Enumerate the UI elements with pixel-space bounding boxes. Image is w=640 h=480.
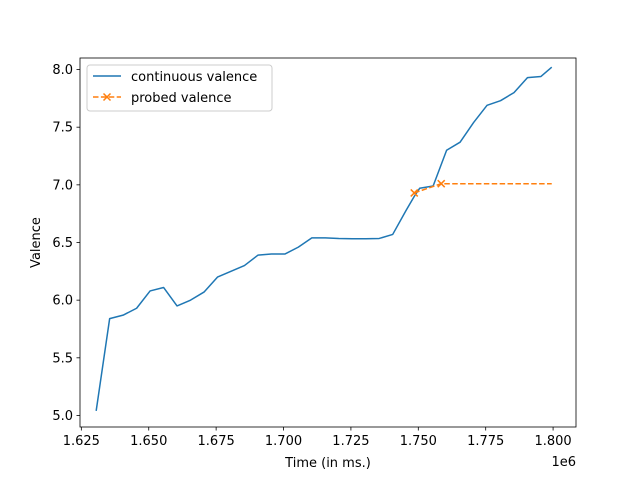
probed-valence-point [437, 179, 446, 188]
y-tick-label: 6.0 [52, 294, 73, 309]
legend-label-probed-valence: probed valence [131, 91, 232, 106]
plot-lines [95, 66, 553, 411]
y-tick-label: 7.0 [52, 178, 73, 193]
x-tick-label: 1.725 [332, 434, 369, 449]
y-tick-label: 5.0 [52, 409, 73, 424]
plot-area-frame [79, 57, 577, 428]
x-tick-label: 1.800 [534, 434, 571, 449]
legend-label-continuous-valence: continuous valence [131, 70, 257, 85]
legend-x-marker [102, 92, 112, 102]
y-axis-ticks: 5.0 5.5 6.0 6.5 7.0 7.5 8.0 [52, 63, 80, 424]
y-tick-label: 5.5 [52, 351, 73, 366]
x-tick-label: 1.700 [265, 434, 302, 449]
x-tick-label: 1.650 [130, 434, 167, 449]
y-tick-label: 7.5 [52, 121, 73, 136]
probed-valence-point [410, 188, 419, 197]
x-tick-label: 1.775 [467, 434, 504, 449]
x-tick-label: 1.750 [400, 434, 437, 449]
y-axis-label: Valence [29, 217, 44, 268]
legend: continuous valence probed valence [86, 64, 273, 112]
continuous-valence-line [95, 66, 553, 411]
x-tick-label: 1.675 [198, 434, 235, 449]
x-axis-ticks: 1.625 1.650 1.675 1.700 1.725 1.750 1.775 1.800 [63, 427, 572, 449]
y-tick-label: 8.0 [52, 63, 73, 78]
x-tick-label: 1.625 [63, 434, 100, 449]
x-axis-label: Time (in ms.) [284, 456, 371, 471]
x-axis-offset-label: 1e6 [551, 455, 576, 470]
legend-frame [86, 64, 273, 112]
legend-marker-probed-valence [102, 92, 112, 102]
y-tick-label: 6.5 [52, 236, 73, 251]
